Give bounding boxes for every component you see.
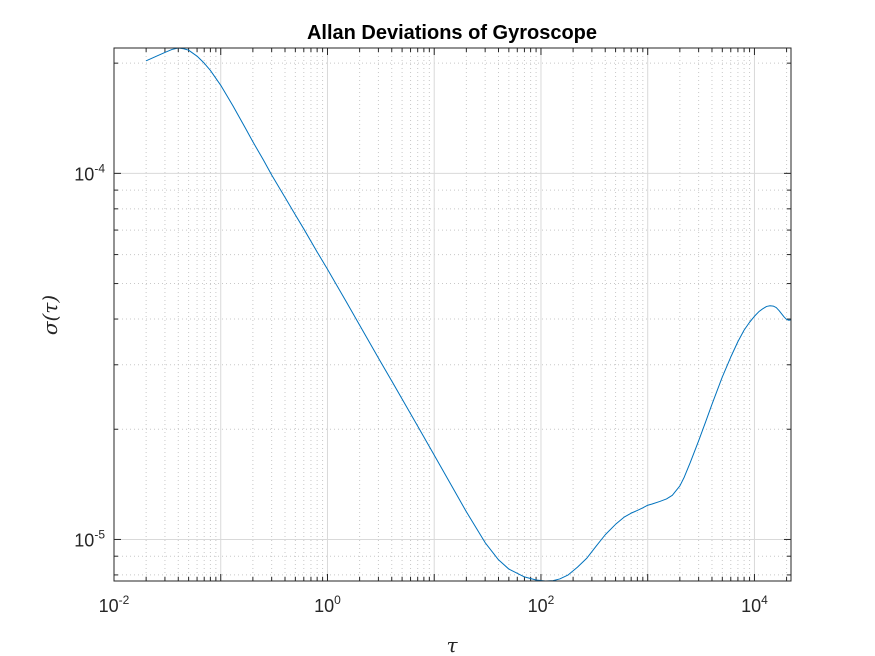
y-tick-label: 10-5 [74,527,105,550]
x-tick-label-base: 10 [741,596,761,616]
x-tick-label-exponent: 4 [761,593,768,607]
x-tick-label-exponent: 2 [548,593,555,607]
plot-area [114,48,791,581]
y-tick-labels: 10-510-4 [74,161,105,550]
x-tick-label: 100 [314,593,341,616]
x-tick-label-exponent: -2 [119,593,130,607]
major-grid [113,48,791,581]
x-tick-labels: 10-2 100 102 104 [99,593,768,616]
series-group [145,47,792,582]
x-tick-label-base: 10 [99,596,119,616]
y-tick-label-exponent: -5 [94,527,105,541]
axes-box [113,47,792,582]
x-tick-label: 10-2 [99,593,130,616]
y-tick-label-base: 10 [74,530,94,550]
y-axis-label: σ(τ) [38,295,62,335]
x-tick-label-base: 10 [528,596,548,616]
y-tick-label-base: 10 [74,164,94,184]
x-axis-label: τ [446,633,458,656]
minor-grid [114,48,791,581]
x-tick-label: 104 [741,593,768,616]
x-tick-label: 102 [528,593,555,616]
y-tick-label: 10-4 [74,161,105,184]
x-tick-label-base: 10 [314,596,334,616]
x-tick-label-exponent: 0 [334,593,341,607]
series-line [145,47,792,582]
y-tick-label-exponent: -4 [94,161,105,175]
tick-marks [113,48,791,581]
chart-title: Allan Deviations of Gyroscope [307,22,597,44]
